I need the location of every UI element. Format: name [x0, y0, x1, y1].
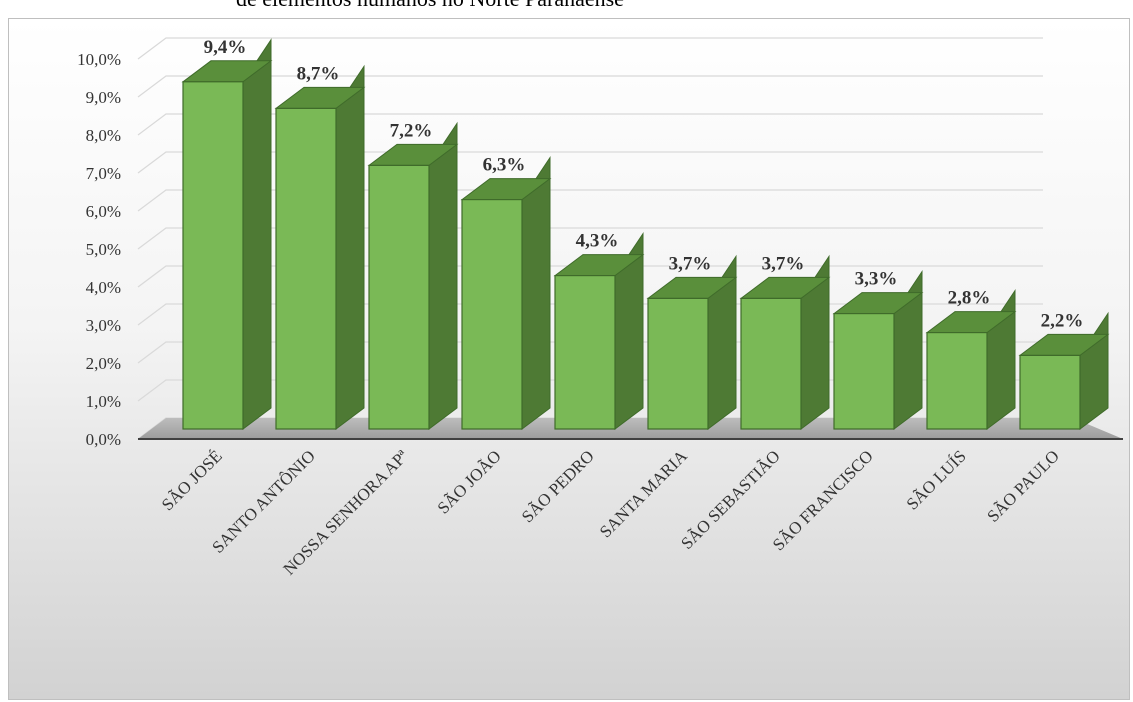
bar-front [554, 275, 616, 430]
bar-front [926, 332, 988, 430]
bar-front [647, 297, 709, 430]
data-label: 3,7% [669, 253, 712, 274]
y-tick-label: 0,0% [86, 430, 121, 449]
data-labels: 9,4% 8,7% 7,2% 6,3% 4,3% 3,7% 3,7% 3,3% 2,8% 2,2% [204, 37, 1084, 332]
bar-side [242, 38, 272, 430]
gridline [137, 227, 1043, 250]
x-tick-label: SÃO PEDRO [518, 446, 598, 526]
y-tick-label: 8,0% [86, 126, 121, 145]
bar [367, 121, 459, 430]
bars [181, 38, 1110, 430]
bar-front [833, 313, 895, 430]
bar-front [1019, 354, 1081, 430]
y-tick-label: 2,0% [86, 354, 121, 373]
x-tick-label: SÃO LUÍS [903, 446, 970, 513]
x-tick-label: SANTA MARIA [596, 446, 691, 541]
y-axis-ticks: 0,0% 1,0% 2,0% 3,0% 4,0% 5,0% 6,0% 7,0% 8,0% 9,0%… [77, 50, 121, 449]
y-tick-label: 10,0% [77, 50, 121, 69]
y-tick-label: 9,0% [86, 88, 121, 107]
gridline [137, 265, 1043, 288]
y-tick-label: 1,0% [86, 392, 121, 411]
y-tick-label: 4,0% [86, 278, 121, 297]
x-tick-label: SÃO JOÃO [434, 446, 505, 517]
x-tick-label: SÃO SEBASTIÃO [677, 446, 784, 553]
data-label: 7,2% [390, 120, 433, 141]
gridline [137, 151, 1043, 174]
bar [925, 288, 1017, 430]
y-tick-label: 7,0% [86, 164, 121, 183]
x-tick-label: SANTO ANTÔNIO [208, 446, 318, 556]
x-tick-label: SÃO FRANCISCO [769, 446, 877, 554]
chart-caption: de elementos humanos no Norte Paranaense [0, 0, 1133, 16]
data-label: 4,3% [576, 231, 619, 252]
bar [1018, 311, 1110, 430]
data-label: 2,8% [948, 288, 991, 309]
data-label: 2,2% [1041, 310, 1084, 331]
bar-front [182, 81, 244, 430]
bar-side [335, 64, 365, 430]
bar [181, 38, 273, 430]
bar-front [368, 164, 430, 430]
bar-front [461, 199, 523, 430]
data-label: 3,7% [762, 253, 805, 274]
chart-caption-text: de elementos humanos no Norte Paranaense [236, 0, 624, 12]
bar-side [521, 155, 551, 430]
y-tick-label: 3,0% [86, 316, 121, 335]
data-label: 9,4% [204, 37, 247, 58]
bar [274, 64, 366, 430]
bar-side [1079, 311, 1109, 430]
gridline [137, 37, 1043, 60]
gridline [137, 75, 1043, 98]
bar-front [740, 297, 802, 430]
y-tick-label: 6,0% [86, 202, 121, 221]
bar [553, 231, 645, 430]
bar [646, 254, 738, 430]
y-tick-label: 5,0% [86, 240, 121, 259]
gridline [137, 113, 1043, 136]
gridline [137, 189, 1043, 212]
bar [832, 269, 924, 430]
x-tick-label: SÃO JOSÉ [158, 446, 226, 514]
bar [739, 254, 831, 430]
bar-side [428, 121, 458, 430]
x-tick-label: SÃO PAULO [983, 446, 1062, 525]
data-label: 3,3% [855, 269, 898, 290]
data-label: 8,7% [297, 63, 340, 84]
data-label: 6,3% [483, 155, 526, 176]
bar [460, 155, 552, 430]
bar-front [275, 107, 337, 430]
